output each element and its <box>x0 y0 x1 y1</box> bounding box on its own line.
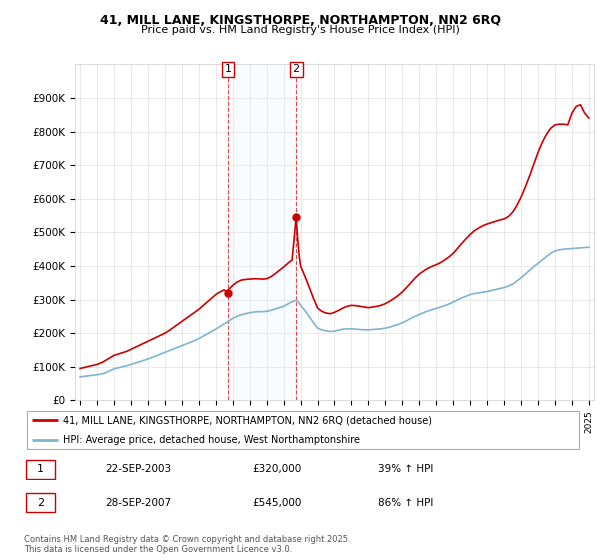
Text: 39% ↑ HPI: 39% ↑ HPI <box>378 464 433 474</box>
Text: 41, MILL LANE, KINGSTHORPE, NORTHAMPTON, NN2 6RQ: 41, MILL LANE, KINGSTHORPE, NORTHAMPTON,… <box>100 14 500 27</box>
Text: 22-SEP-2003: 22-SEP-2003 <box>105 464 171 474</box>
Text: 1: 1 <box>224 64 232 74</box>
Text: Contains HM Land Registry data © Crown copyright and database right 2025.
This d: Contains HM Land Registry data © Crown c… <box>24 535 350 554</box>
Text: 41, MILL LANE, KINGSTHORPE, NORTHAMPTON, NN2 6RQ (detached house): 41, MILL LANE, KINGSTHORPE, NORTHAMPTON,… <box>63 415 432 425</box>
Text: HPI: Average price, detached house, West Northamptonshire: HPI: Average price, detached house, West… <box>63 435 360 445</box>
Text: £545,000: £545,000 <box>252 498 301 508</box>
Text: £320,000: £320,000 <box>252 464 301 474</box>
Text: 2: 2 <box>37 498 44 508</box>
Text: 86% ↑ HPI: 86% ↑ HPI <box>378 498 433 508</box>
Text: 2: 2 <box>293 64 300 74</box>
Bar <box>228 64 296 400</box>
Text: Price paid vs. HM Land Registry's House Price Index (HPI): Price paid vs. HM Land Registry's House … <box>140 25 460 35</box>
Text: 28-SEP-2007: 28-SEP-2007 <box>105 498 171 508</box>
Text: 1: 1 <box>37 464 44 474</box>
